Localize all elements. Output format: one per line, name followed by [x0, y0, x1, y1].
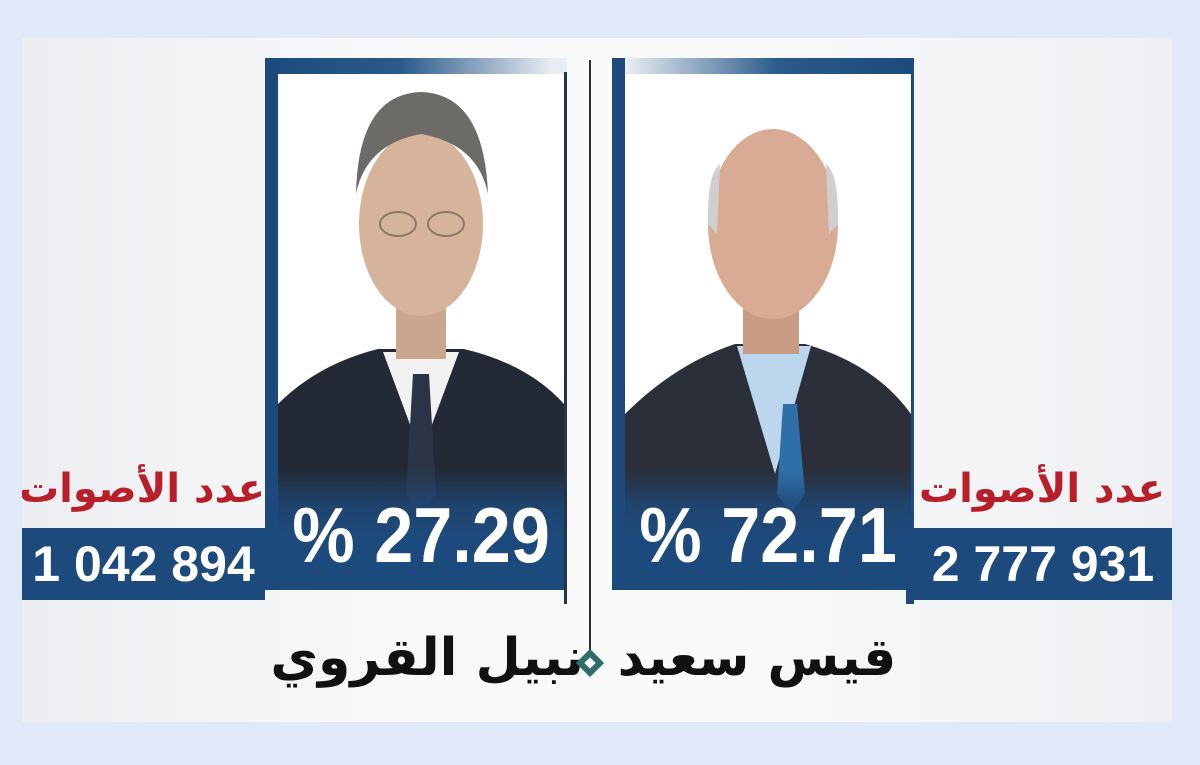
- percent-box-right: % 72.71: [625, 470, 911, 590]
- divider-line: [589, 60, 591, 650]
- percent-right: % 72.71: [639, 491, 897, 579]
- candidate-frame-right: % 72.71: [612, 58, 914, 604]
- votes-label-right: عدد الأصوات: [918, 466, 1165, 512]
- votes-label-left: عدد الأصوات: [22, 466, 265, 512]
- candidate-frame-left: % 27.29: [265, 58, 567, 604]
- percent-box-left: % 27.29: [278, 470, 564, 590]
- votes-count-left: 1 042 894: [22, 528, 265, 600]
- results-panel: عدد الأصوات 1 042 894 % 27.29 نبيل القرو…: [22, 38, 1172, 722]
- votes-count-right: 2 777 931: [914, 528, 1172, 600]
- candidate-name-right: قيس سعيد: [617, 628, 897, 688]
- candidate-name-left: نبيل القروي: [270, 628, 584, 688]
- percent-left: % 27.29: [292, 491, 550, 579]
